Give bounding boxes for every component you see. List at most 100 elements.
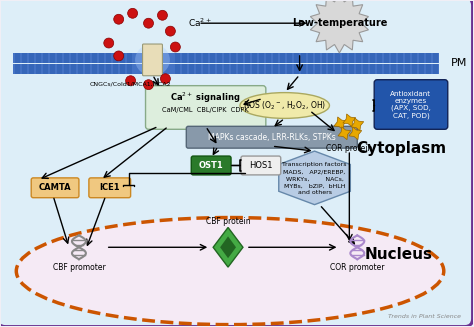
Bar <box>231 64 236 74</box>
Bar <box>356 53 361 63</box>
Bar <box>57 64 62 74</box>
Bar <box>273 64 278 74</box>
Text: MADS,   AP2/EREBP,: MADS, AP2/EREBP, <box>283 169 346 174</box>
Bar <box>189 53 194 63</box>
Text: CBF protein: CBF protein <box>206 217 250 226</box>
Bar <box>13 53 439 63</box>
Bar <box>273 53 278 63</box>
Bar <box>182 53 187 63</box>
Circle shape <box>161 74 170 84</box>
Bar <box>231 53 236 63</box>
Circle shape <box>114 51 124 61</box>
Bar <box>280 53 285 63</box>
Bar <box>342 64 347 74</box>
Bar <box>182 64 187 74</box>
Bar <box>15 53 20 63</box>
Ellipse shape <box>16 217 444 325</box>
Polygon shape <box>220 236 236 258</box>
Bar <box>336 64 340 74</box>
Bar <box>349 64 354 74</box>
Polygon shape <box>334 117 347 130</box>
Bar <box>426 53 431 63</box>
Bar <box>92 64 97 74</box>
Bar <box>43 53 48 63</box>
Polygon shape <box>351 118 364 131</box>
Bar <box>377 53 382 63</box>
Polygon shape <box>338 127 351 140</box>
Bar <box>342 53 347 63</box>
Bar <box>419 64 424 74</box>
Bar <box>301 64 306 74</box>
Bar <box>217 53 222 63</box>
Bar <box>224 53 229 63</box>
Polygon shape <box>279 151 350 205</box>
Circle shape <box>144 18 154 28</box>
Bar <box>391 53 396 63</box>
Bar <box>405 53 410 63</box>
Bar <box>252 64 257 74</box>
Text: CBF promoter: CBF promoter <box>53 263 105 272</box>
Bar <box>336 53 340 63</box>
FancyBboxPatch shape <box>241 156 281 175</box>
Ellipse shape <box>240 93 329 118</box>
Bar <box>321 53 327 63</box>
Text: WRKYs,        NACs,: WRKYs, NACs, <box>286 176 344 181</box>
Bar <box>217 64 222 74</box>
Bar <box>370 53 375 63</box>
Bar <box>120 53 125 63</box>
Bar <box>43 64 48 74</box>
Text: PM: PM <box>451 58 467 68</box>
Bar <box>294 53 299 63</box>
Bar <box>405 64 410 74</box>
Bar <box>321 64 327 74</box>
Bar <box>113 64 118 74</box>
Text: HOS1: HOS1 <box>249 161 273 170</box>
Circle shape <box>165 26 175 36</box>
Bar <box>301 53 306 63</box>
Text: COR protein: COR protein <box>326 144 373 153</box>
Bar <box>29 64 34 74</box>
Bar <box>259 64 264 74</box>
FancyBboxPatch shape <box>146 86 266 129</box>
Bar <box>50 64 55 74</box>
Bar <box>391 64 396 74</box>
FancyBboxPatch shape <box>191 156 231 175</box>
Bar <box>224 64 229 74</box>
Bar <box>196 53 201 63</box>
Bar <box>22 53 27 63</box>
Bar <box>203 53 208 63</box>
Bar <box>315 64 319 74</box>
Text: ROS (O$_2$$^-$, H$_2$O$_2$, OH): ROS (O$_2$$^-$, H$_2$O$_2$, OH) <box>243 99 326 112</box>
Bar <box>245 53 250 63</box>
Bar <box>398 53 403 63</box>
FancyBboxPatch shape <box>143 44 163 76</box>
Bar <box>78 64 83 74</box>
Bar <box>384 53 389 63</box>
Bar <box>57 53 62 63</box>
Bar <box>363 53 368 63</box>
Circle shape <box>104 38 114 48</box>
Bar <box>328 64 333 74</box>
Bar <box>363 64 368 74</box>
Bar <box>238 64 243 74</box>
Text: COR promoter: COR promoter <box>330 263 384 272</box>
Bar <box>29 53 34 63</box>
Text: Transcription factors: Transcription factors <box>283 163 347 167</box>
Polygon shape <box>343 114 356 127</box>
Bar <box>13 64 439 74</box>
Bar <box>175 53 180 63</box>
Text: Cytoplasm: Cytoplasm <box>356 141 446 156</box>
Text: OST1: OST1 <box>199 161 224 170</box>
Bar <box>99 53 104 63</box>
Bar <box>349 53 354 63</box>
Circle shape <box>144 80 154 90</box>
Text: CNGCs/Cold1/MCA1,MCA2: CNGCs/Cold1/MCA1,MCA2 <box>90 81 172 86</box>
Bar <box>50 53 55 63</box>
Bar <box>189 64 194 74</box>
FancyBboxPatch shape <box>186 126 357 148</box>
Text: CAMTA: CAMTA <box>39 183 72 192</box>
Bar <box>113 53 118 63</box>
Bar <box>99 64 104 74</box>
Bar <box>252 53 257 63</box>
Bar <box>210 53 215 63</box>
